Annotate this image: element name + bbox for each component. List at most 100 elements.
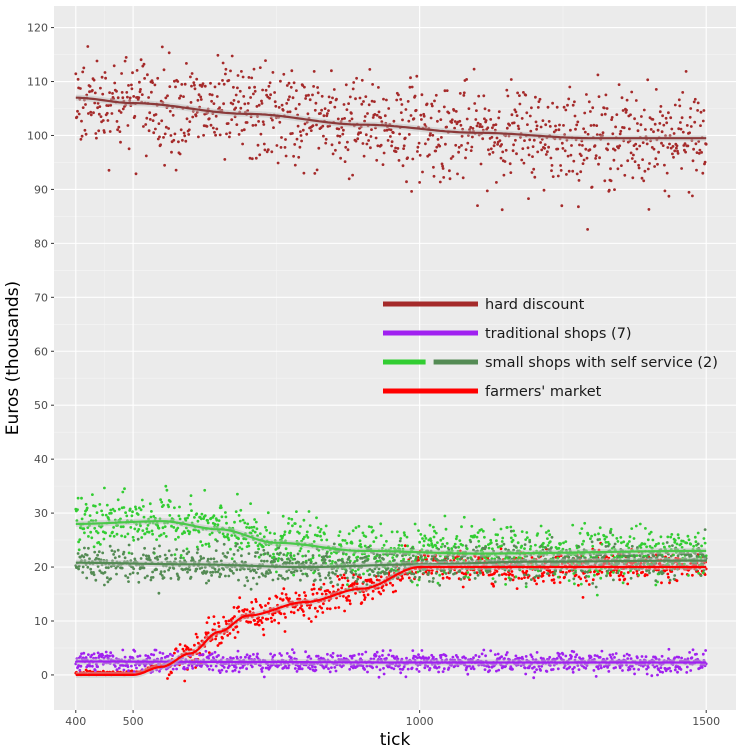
data-point — [612, 545, 616, 549]
data-point — [86, 45, 90, 48]
data-point — [232, 571, 235, 575]
data-point — [262, 559, 266, 563]
data-point — [113, 665, 117, 668]
data-point — [535, 124, 539, 128]
data-point — [632, 153, 635, 157]
data-point — [419, 113, 423, 117]
data-point — [609, 531, 612, 535]
data-point — [213, 650, 217, 654]
data-point — [188, 120, 192, 123]
data-point — [320, 592, 324, 596]
data-point — [433, 529, 436, 533]
data-point — [528, 114, 532, 118]
data-point — [133, 114, 137, 118]
data-point — [482, 94, 486, 98]
data-point — [83, 531, 86, 535]
data-point — [343, 576, 347, 580]
data-point — [630, 544, 634, 548]
data-point — [101, 92, 105, 96]
data-point — [159, 533, 163, 537]
data-point — [205, 125, 209, 128]
data-point — [150, 529, 154, 533]
data-point — [77, 664, 80, 667]
data-point — [290, 69, 294, 73]
data-point — [439, 118, 443, 121]
data-point — [656, 162, 659, 166]
data-point — [492, 144, 496, 148]
data-point — [454, 110, 458, 113]
data-point — [629, 113, 632, 117]
data-point — [524, 538, 528, 541]
data-point — [339, 573, 342, 577]
data-point — [297, 594, 301, 597]
data-point — [348, 602, 352, 606]
data-point — [394, 589, 397, 593]
data-point — [299, 134, 303, 137]
data-point — [337, 127, 341, 131]
data-point — [595, 593, 599, 597]
data-point — [577, 583, 580, 587]
data-point — [236, 649, 240, 653]
data-point — [107, 104, 110, 107]
data-point — [283, 146, 287, 149]
data-point — [642, 108, 646, 112]
data-point — [199, 557, 203, 561]
data-point — [635, 570, 639, 573]
data-point — [621, 109, 625, 112]
data-point — [672, 553, 675, 557]
data-point — [319, 112, 322, 115]
data-point — [678, 104, 682, 108]
data-point — [213, 622, 216, 626]
data-point — [475, 109, 478, 112]
data-point — [333, 105, 337, 109]
data-point — [652, 147, 656, 151]
data-point — [162, 136, 165, 139]
data-point — [317, 572, 321, 576]
data-point — [677, 536, 681, 540]
data-point — [269, 652, 272, 656]
data-point — [94, 132, 98, 135]
data-point — [457, 545, 460, 549]
data-point — [483, 556, 487, 559]
data-point — [294, 591, 298, 595]
data-point — [609, 179, 613, 183]
data-point — [533, 579, 537, 583]
data-point — [552, 581, 556, 585]
data-point — [689, 554, 693, 558]
data-point — [413, 94, 417, 98]
data-point — [378, 554, 382, 557]
data-point — [260, 559, 263, 563]
data-point — [666, 535, 670, 539]
data-point — [496, 533, 499, 537]
data-point — [292, 570, 296, 574]
data-point — [550, 169, 553, 173]
data-point — [183, 679, 187, 683]
data-point — [692, 544, 695, 548]
data-point — [162, 68, 166, 72]
data-point — [585, 574, 588, 578]
data-point — [282, 553, 286, 556]
data-point — [230, 118, 234, 121]
data-point — [495, 570, 499, 573]
data-point — [259, 132, 263, 136]
data-point — [512, 556, 516, 559]
data-point — [368, 68, 372, 71]
data-point — [699, 574, 703, 577]
data-point — [233, 615, 236, 618]
data-point — [382, 557, 385, 561]
data-point — [85, 576, 89, 580]
data-point — [625, 108, 628, 112]
data-point — [183, 82, 187, 86]
data-point — [230, 557, 234, 561]
data-point — [586, 533, 590, 537]
data-point — [217, 621, 220, 625]
data-point — [312, 540, 316, 543]
data-point — [254, 520, 258, 524]
data-point — [320, 94, 324, 98]
data-point — [222, 666, 226, 669]
data-point — [560, 204, 564, 208]
data-point — [194, 632, 198, 636]
data-point — [289, 554, 293, 557]
data-point — [373, 100, 376, 103]
data-point — [410, 572, 413, 576]
